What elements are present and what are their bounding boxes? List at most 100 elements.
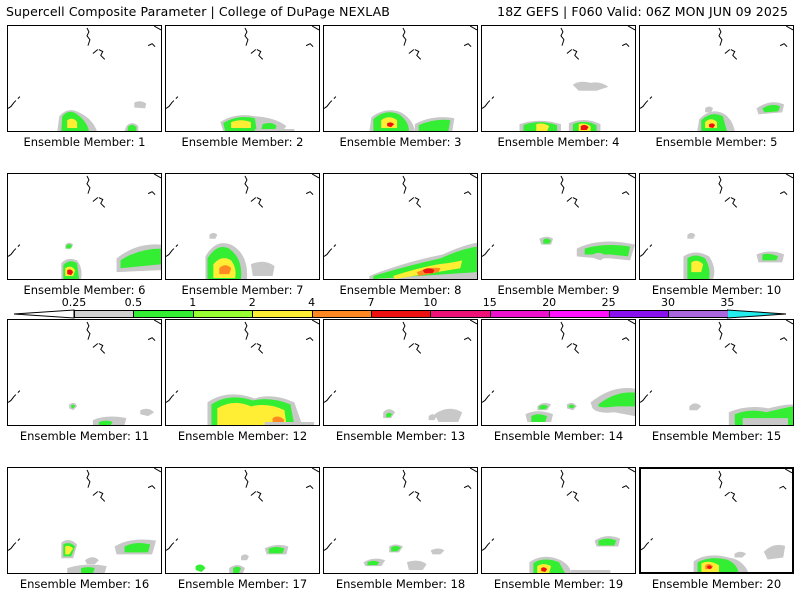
coastline: [414, 491, 422, 502]
scp-map-plot: [8, 320, 161, 425]
ensemble-member-label: Ensemble Member: 5: [655, 135, 778, 149]
coastline: [408, 49, 415, 54]
coastline: [621, 191, 630, 195]
coastline: [724, 49, 731, 54]
ensemble-member-label: Ensemble Member: 17: [177, 577, 308, 591]
gray-scp-contour: [140, 408, 155, 417]
scp-map-plot: [166, 320, 319, 425]
coastline: [730, 49, 738, 60]
green-scp-contour: [391, 546, 401, 552]
coastline: [482, 248, 491, 257]
coastline: [463, 43, 472, 47]
red-scp-contour: [67, 269, 74, 276]
coastline: [718, 321, 723, 340]
coastline: [8, 248, 17, 257]
gray-scp-contour: [763, 544, 786, 560]
coastline: [147, 337, 156, 341]
ensemble-member-map[interactable]: [481, 25, 636, 132]
coastline: [627, 320, 635, 325]
coastline: [649, 390, 653, 393]
coastline: [147, 485, 156, 489]
ensemble-member-map[interactable]: [323, 467, 478, 574]
colorbar-segment: [311, 310, 372, 318]
yellow-scp-contour: [217, 402, 287, 425]
ensemble-member-map[interactable]: [323, 319, 478, 426]
coastline: [621, 337, 630, 341]
coastline: [491, 538, 495, 541]
green-scp-contour: [71, 404, 76, 409]
green-scp-contour: [762, 104, 781, 113]
gray-scp-contour: [430, 548, 445, 555]
green-scp-contour: [127, 124, 137, 131]
yellow-scp-contour: [691, 260, 704, 273]
coastline: [566, 197, 573, 202]
ensemble-member-map[interactable]: [639, 319, 794, 426]
ensemble-member-map[interactable]: [323, 25, 478, 132]
ensemble-member-map[interactable]: [323, 173, 478, 280]
gray-scp-contour: [570, 570, 611, 573]
green-scp-contour: [120, 248, 161, 269]
coastline: [560, 175, 565, 194]
colorbar-segment: [74, 310, 135, 318]
scp-map-plot: [324, 320, 477, 423]
coastline: [86, 175, 91, 194]
green-scp-contour: [81, 567, 95, 573]
ensemble-member-map[interactable]: [481, 173, 636, 280]
coastline: [17, 538, 21, 541]
coastline: [779, 337, 788, 341]
green-scp-contour: [543, 238, 552, 244]
coastline: [560, 469, 565, 488]
ensemble-member-map[interactable]: [639, 173, 794, 280]
ensemble-member-map[interactable]: [481, 319, 636, 426]
coastline: [92, 343, 99, 348]
coastline: [402, 27, 407, 46]
ensemble-member-map[interactable]: [7, 319, 162, 426]
coastline: [414, 197, 422, 208]
coastline: [98, 491, 106, 502]
green-scp-contour: [762, 253, 779, 261]
coastline: [463, 337, 472, 341]
scp-map-plot: [8, 26, 161, 131]
coastline: [153, 26, 161, 31]
coastline: [305, 43, 314, 47]
scp-map-plot: [641, 469, 792, 572]
coastline: [482, 100, 491, 109]
ensemble-member-map[interactable]: [165, 25, 320, 132]
ensemble-member-map[interactable]: [165, 319, 320, 426]
ensemble-member-map[interactable]: [639, 25, 794, 132]
coastline: [147, 191, 156, 195]
coastline: [649, 244, 653, 247]
coastline: [98, 343, 106, 354]
coastline: [147, 43, 156, 47]
gray-scp-contour: [406, 560, 427, 571]
coastline: [627, 26, 635, 31]
ensemble-member-map[interactable]: [639, 467, 794, 574]
coastline: [244, 27, 249, 46]
coastline: [572, 197, 580, 208]
ensemble-member-label: Ensemble Member: 13: [335, 429, 466, 443]
ensemble-member-map[interactable]: [7, 173, 162, 280]
coastline: [324, 248, 333, 257]
ensemble-member-map[interactable]: [7, 25, 162, 132]
green-scp-contour: [66, 244, 73, 249]
coastline: [305, 337, 314, 341]
colorbar-tick-label: 10: [423, 296, 438, 309]
scp-map-plot: [8, 174, 161, 279]
coastline: [333, 538, 337, 541]
coastline: [402, 321, 407, 340]
ensemble-member-map[interactable]: [481, 467, 636, 574]
ensemble-member-map[interactable]: [7, 467, 162, 574]
coastline: [175, 390, 179, 393]
coastline: [166, 248, 175, 257]
colorbar-tick-label: 25: [601, 296, 616, 309]
ensemble-member-label: Ensemble Member: 7: [181, 283, 304, 297]
ensemble-member-map[interactable]: [165, 173, 320, 280]
colorbar-segment: [192, 310, 254, 318]
coastline: [402, 469, 407, 488]
scp-map-plot: [482, 26, 635, 131]
green-scp-contour: [386, 412, 393, 418]
coastline: [324, 100, 333, 109]
colorbar-segment: [668, 310, 729, 318]
ensemble-member-map[interactable]: [165, 467, 320, 574]
green-scp-contour: [598, 392, 635, 408]
